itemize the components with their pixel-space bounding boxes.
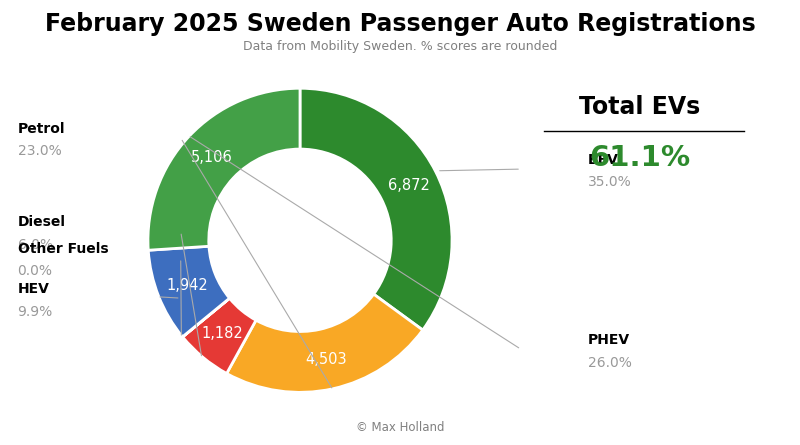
Wedge shape (182, 298, 230, 337)
Text: © Max Holland: © Max Holland (356, 421, 444, 434)
Text: 5,106: 5,106 (190, 150, 232, 165)
Text: BEV: BEV (588, 153, 619, 167)
Wedge shape (148, 88, 300, 250)
Wedge shape (148, 246, 230, 337)
Text: 1,942: 1,942 (166, 278, 208, 292)
Wedge shape (300, 88, 452, 330)
Text: 9.9%: 9.9% (18, 304, 53, 319)
Text: 1,182: 1,182 (202, 326, 243, 341)
Text: Data from Mobility Sweden. % scores are rounded: Data from Mobility Sweden. % scores are … (243, 40, 557, 53)
Text: 0.0%: 0.0% (18, 264, 53, 279)
Text: HEV: HEV (18, 282, 50, 296)
Wedge shape (226, 294, 422, 392)
Text: Total EVs: Total EVs (579, 95, 701, 119)
Text: 61.1%: 61.1% (590, 144, 690, 172)
Text: 35.0%: 35.0% (588, 175, 632, 190)
Text: Diesel: Diesel (18, 215, 66, 230)
Text: 6,872: 6,872 (387, 178, 430, 193)
Text: Other Fuels: Other Fuels (18, 242, 108, 256)
Text: 6.0%: 6.0% (18, 238, 53, 252)
Text: Petrol: Petrol (18, 122, 65, 136)
Wedge shape (182, 298, 256, 373)
Text: PHEV: PHEV (588, 333, 630, 348)
Text: 4,503: 4,503 (306, 352, 347, 367)
Text: 26.0%: 26.0% (588, 356, 632, 370)
Text: 23.0%: 23.0% (18, 144, 62, 158)
Text: February 2025 Sweden Passenger Auto Registrations: February 2025 Sweden Passenger Auto Regi… (45, 12, 755, 36)
